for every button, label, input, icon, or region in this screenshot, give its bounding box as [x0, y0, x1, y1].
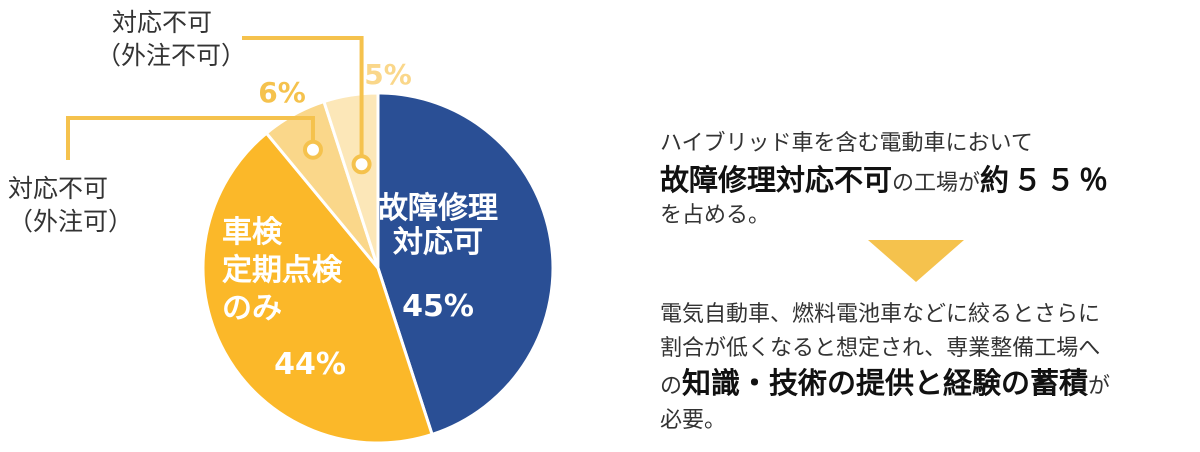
pie-slice [376, 91, 555, 437]
summary-emphasis-2: 約５５％ [980, 163, 1113, 197]
callout-line: （外注不可） [96, 41, 247, 70]
conclusion-suffix: が [1088, 374, 1111, 399]
conclusion-line-1: 電気自動車、燃料電池車などに絞るとさらに [660, 302, 1101, 327]
conclusion-line-4: 必要。 [660, 408, 727, 433]
callout-line: （外注可） [8, 207, 134, 236]
slice-label: 故障修理 [378, 191, 498, 226]
summary-panel: ハイブリッド車を含む電動車において 故障修理対応不可の工場が約５５％ を占める。 [660, 128, 1190, 232]
conclusion-line-3: の知識・技術の提供と経験の蓄積が [660, 366, 1190, 404]
callout-marker [351, 154, 372, 175]
summary-connector: の工場が [892, 171, 981, 196]
slice-label: 定期点検 [222, 253, 343, 288]
slice-value-label: 44% [274, 347, 346, 382]
pie-slice [201, 131, 434, 445]
slice-value-label: 6% [258, 76, 306, 109]
slice-label: 対応可 [393, 225, 483, 260]
conclusion-emphasis: 知識・技術の提供と経験の蓄積 [682, 366, 1089, 400]
summary-line-3: を占める。 [660, 203, 771, 228]
callout-label-outsourcing-impossible: 対応不可 （外注不可） [96, 6, 246, 72]
callout-marker [302, 139, 323, 160]
conclusion-panel: 電気自動車、燃料電池車などに絞るとさらに 割合が低くなると想定され、専業整備工場… [660, 298, 1190, 438]
pie-chart-area: 故障修理 対応可 45% 車検 定期点検 のみ 44% 6% 5% 対応不可 （外注可） 対応不… [8, 6, 555, 445]
summary-line-2: 故障修理対応不可の工場が約５５％ [660, 164, 1190, 200]
slice-value-label: 45% [402, 289, 474, 324]
slice-label: 車検 [222, 215, 283, 250]
callout-line [242, 36, 364, 157]
slice-label: のみ [222, 291, 282, 326]
conclusion-prefix: の [660, 374, 683, 399]
callout-line [66, 116, 315, 160]
callout-line: 対応不可 [8, 174, 109, 203]
summary-line-1: ハイブリッド車を含む電動車において [660, 131, 1033, 156]
down-arrow-icon [868, 240, 964, 282]
conclusion-line-2: 割合が低くなると想定され、専業整備工場へ [660, 336, 1101, 361]
slice-value-label: 5% [364, 58, 412, 91]
pie-slice [322, 91, 380, 269]
summary-emphasis-1: 故障修理対応不可 [660, 163, 893, 197]
callout-label-outsourcing-possible: 対応不可 （外注可） [8, 172, 133, 238]
callout-line: 対応不可 [112, 8, 213, 37]
